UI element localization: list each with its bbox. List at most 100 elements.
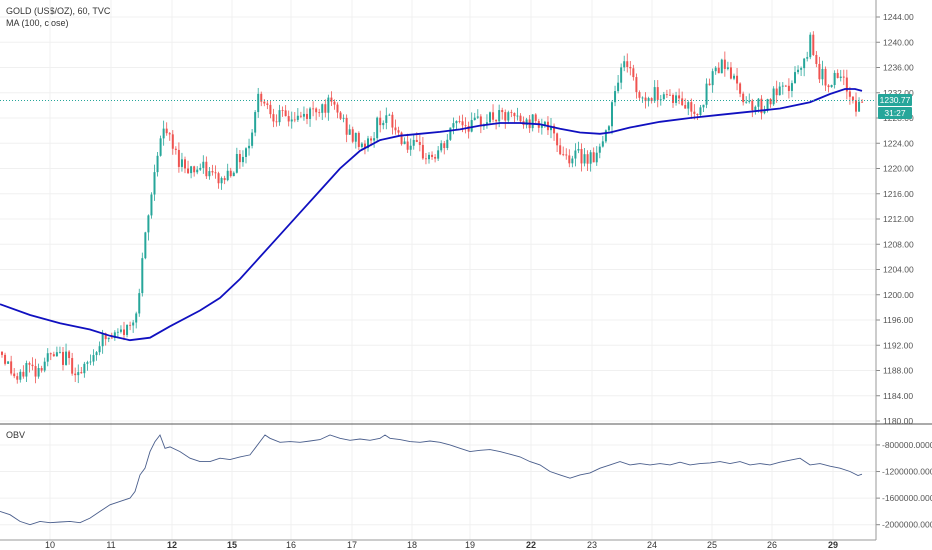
candle-body: [110, 337, 113, 339]
candle-body: [565, 154, 568, 156]
candle-body: [699, 107, 702, 115]
candle-body: [376, 117, 379, 139]
candle-body: [733, 75, 735, 79]
price-tick-label: 1236.00: [883, 63, 914, 73]
candle-body: [736, 75, 739, 84]
candle-body: [729, 67, 732, 79]
candle-body: [647, 98, 650, 102]
candle-body: [135, 313, 138, 323]
grid-lines: [0, 0, 876, 540]
candle-body: [543, 121, 546, 126]
candle-body: [711, 71, 714, 86]
candle-body: [501, 110, 504, 113]
candle-body: [409, 145, 412, 150]
time-tick-label: 29: [828, 540, 838, 550]
candle-body: [55, 352, 58, 357]
candle-body: [470, 120, 473, 132]
candle-body: [672, 94, 674, 103]
candle-body: [693, 111, 696, 114]
obv-tick-label: -2000000.0000: [882, 520, 932, 530]
candle-body: [199, 167, 202, 170]
candle-body: [772, 88, 775, 105]
candle-body: [37, 368, 40, 377]
candle-body: [260, 93, 263, 102]
time-tick-label: 24: [647, 540, 657, 550]
candle-body: [248, 145, 251, 149]
candle-body: [281, 110, 284, 111]
candle-body: [205, 161, 208, 177]
candle-body: [101, 333, 104, 347]
candle-body: [385, 115, 388, 123]
candle-body: [598, 146, 601, 153]
candle-body: [208, 171, 211, 177]
candle-body: [266, 103, 269, 105]
candle-body: [71, 358, 74, 374]
candle-body: [333, 101, 336, 105]
candle-body: [440, 143, 443, 151]
candle-body: [626, 61, 629, 68]
price-tick-label: 1188.00: [883, 366, 913, 376]
candle-body: [754, 106, 757, 111]
candle-body: [476, 116, 479, 118]
time-tick-label: 18: [407, 540, 417, 550]
candle-body: [806, 57, 809, 59]
candle-body: [745, 101, 748, 103]
candle-body: [797, 69, 800, 73]
candle-body: [656, 87, 659, 100]
candle-body: [650, 98, 653, 102]
candle-body: [65, 351, 68, 365]
candle-body: [144, 232, 147, 259]
candle-body: [583, 154, 586, 164]
candle-body: [629, 67, 632, 69]
candle-body: [513, 113, 516, 117]
candle-body: [238, 153, 241, 163]
candle-body: [363, 143, 366, 149]
candle-body: [177, 149, 180, 167]
candle-body: [803, 58, 806, 69]
candle-body: [388, 114, 391, 116]
candle-body: [418, 141, 421, 145]
candle-body: [162, 128, 165, 139]
candle-body: [46, 353, 49, 362]
candle-body: [348, 129, 351, 135]
candle-body: [668, 94, 671, 96]
candle-body: [467, 126, 470, 132]
candle-body: [818, 63, 821, 80]
candle-body: [678, 95, 681, 99]
candle-body: [800, 68, 803, 70]
candle-body: [449, 127, 452, 140]
candle-body: [492, 112, 495, 120]
candle-body: [507, 112, 510, 121]
candle-body: [257, 93, 260, 113]
candle-body: [357, 132, 360, 147]
candle-body: [516, 115, 519, 117]
candle-body: [586, 154, 589, 164]
candle-body: [367, 138, 369, 149]
time-tick-label: 17: [347, 540, 357, 550]
candle-body: [92, 355, 95, 362]
candle-body: [720, 59, 723, 74]
candle-body: [812, 34, 815, 55]
candle-body: [595, 152, 598, 163]
candle-body: [415, 139, 418, 142]
candle-body: [479, 116, 482, 127]
candle-body: [848, 91, 851, 97]
candle-body: [531, 114, 534, 129]
candle-body: [4, 354, 7, 364]
candle-body: [235, 153, 238, 173]
obv-tick-label: -800000.0000: [882, 440, 932, 450]
candle-body: [156, 155, 159, 173]
candle-body: [446, 139, 449, 149]
candle-body: [675, 95, 678, 103]
candle-body: [778, 86, 781, 96]
candle-body: [62, 351, 64, 365]
candle-body: [763, 110, 766, 114]
price-tick-label: 1220.00: [883, 164, 914, 174]
ma-legend: MA (100, close): [6, 18, 69, 28]
candle-body: [638, 92, 641, 98]
candle-body: [568, 155, 571, 164]
candle-body: [665, 94, 668, 96]
candle-body: [10, 361, 13, 374]
candle-body: [403, 141, 406, 145]
